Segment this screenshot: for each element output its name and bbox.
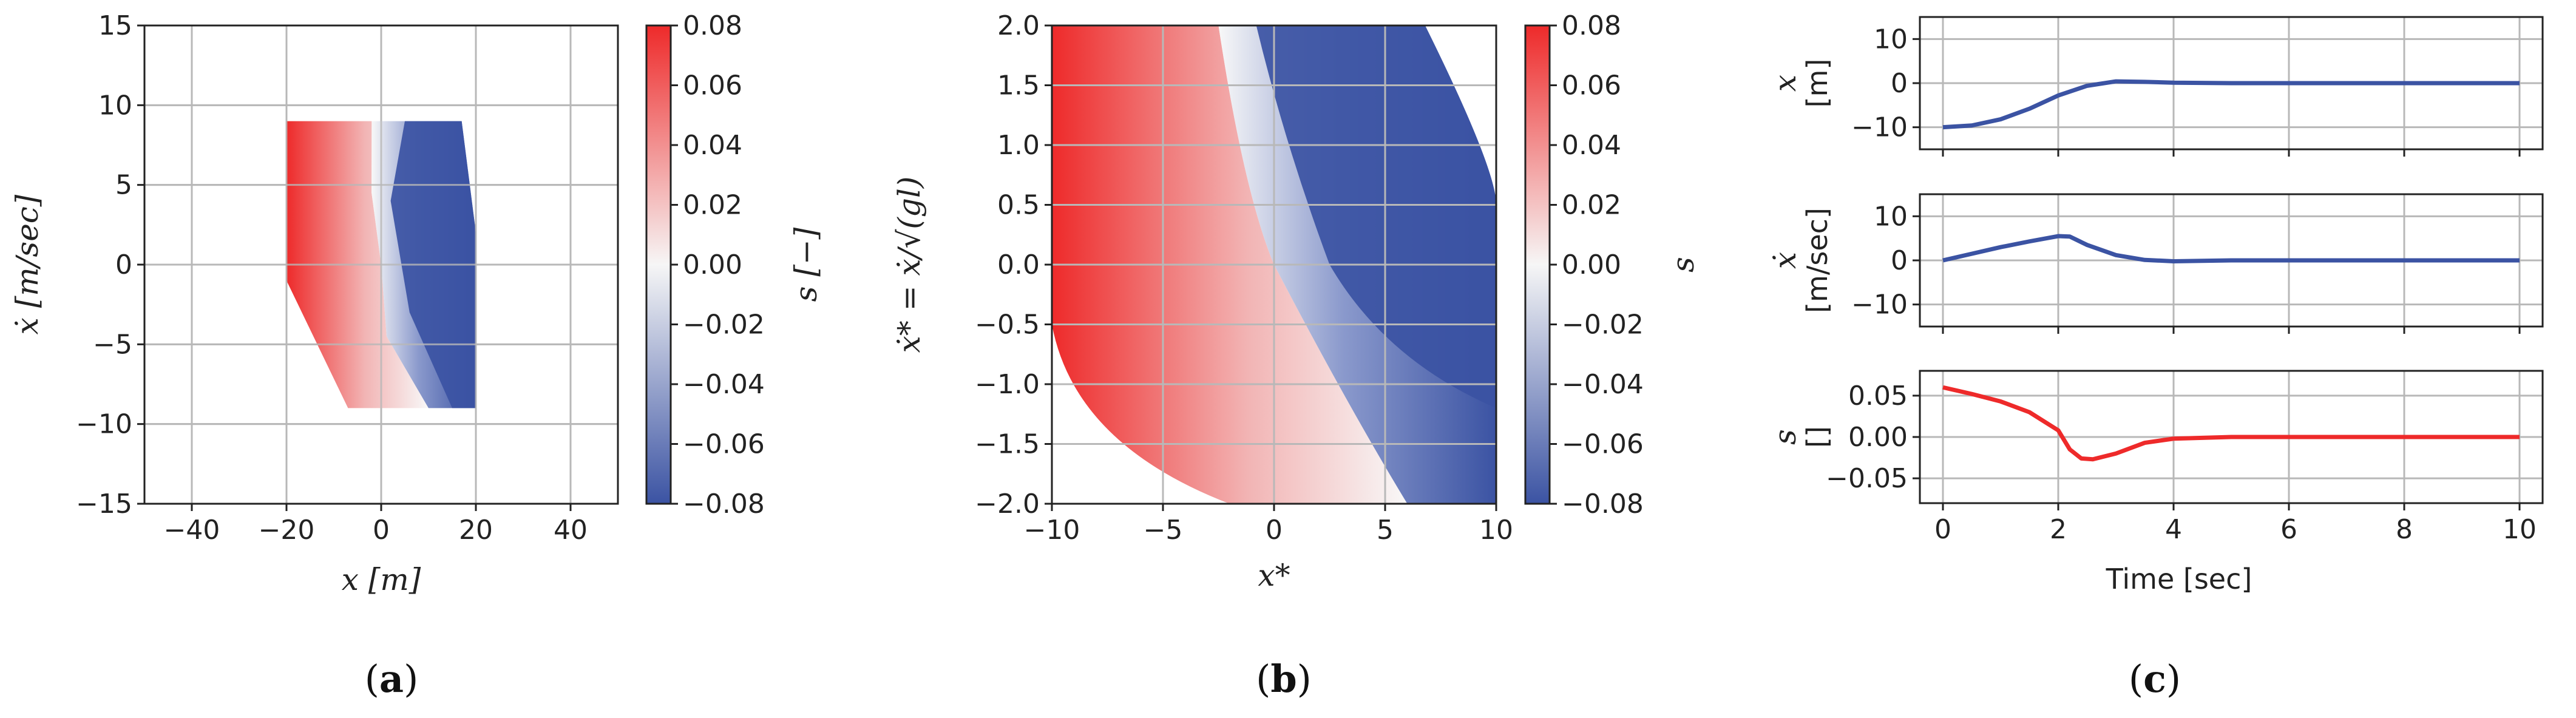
b-ytick-label: −2.0	[975, 489, 1040, 520]
b-xtick-label: −5	[1144, 515, 1183, 546]
svg-text:(c): (c)	[2129, 657, 2181, 701]
c2-ytick-label: 0.05	[1848, 381, 1908, 411]
b-colorbar-label: −0.02	[1562, 310, 1644, 340]
c2-ytick-label: −0.05	[1826, 463, 1908, 494]
panel-c-time-series: 10 0 −10 x[m] 10 0 −10 ẋ[m/sec] 0 2 4 6 8 10 0.05 0.00 −…	[1768, 16, 2544, 595]
b-colorbar-label: −0.06	[1562, 429, 1644, 460]
a-heat-region	[144, 25, 618, 504]
caption-c: (c)	[2129, 657, 2181, 701]
a-colorbar	[645, 24, 672, 505]
b-ytick-label: −0.5	[975, 310, 1040, 340]
b-xtick-label: 0	[1266, 515, 1283, 546]
c0-ytick-label: 10	[1874, 24, 1908, 55]
c-subplot-x: 10 0 −10 x[m]	[1768, 16, 2544, 157]
a-colorbar-label: 0.04	[683, 130, 742, 161]
b-xtick-label: −10	[1024, 515, 1080, 546]
c-subplot-s: 0 2 4 6 8 10 0.05 0.00 −0.05 s[]	[1768, 370, 2544, 545]
c2-ytick-label: 0.00	[1848, 422, 1908, 453]
a-colorbar-label: −0.08	[683, 489, 765, 520]
c2-xtick-label: 6	[2280, 514, 2297, 545]
b-xtick-label: 5	[1377, 515, 1394, 546]
b-colorbar-label: 0.06	[1562, 70, 1621, 101]
c-ylabel-s: s	[1768, 429, 1803, 445]
b-ytick-label: 2.0	[997, 10, 1040, 41]
b-negative-saturated	[1256, 25, 1496, 408]
a-colorbar-label: 0.06	[683, 70, 742, 101]
b-colorbar-label: −0.08	[1562, 489, 1644, 520]
a-ylabel: ẋ [m/sec]	[10, 194, 45, 334]
b-ylabel: ẋ* = ẋ/√(gl)	[892, 177, 927, 353]
a-ytick-label: 15	[98, 10, 132, 41]
a-xtick-label: −20	[259, 515, 315, 546]
svg-text:(b): (b)	[1256, 657, 1312, 701]
b-ytick-label: 1.5	[997, 70, 1040, 101]
c-ylabel-ẋ: ẋ	[1768, 252, 1803, 269]
c-series-s	[1942, 385, 2520, 462]
a-xlabel: x [m]	[342, 562, 421, 597]
b-ytick-label: −1.0	[975, 369, 1040, 400]
c-yunit-ẋ: [m/sec]	[1801, 208, 1834, 313]
a-ytick-label: 0	[115, 249, 132, 280]
a-colorbar-label: −0.04	[683, 369, 765, 400]
a-ytick-label: −15	[76, 489, 132, 520]
panel-b-normalized-heatmap: −10 −5 0 5 10 2.0 1.5 1.0 0.5 0.0 −0.5 −1.0 −1.5 −2.0…	[892, 10, 1701, 593]
c2-xtick-label: 0	[1934, 514, 1951, 545]
b-colorbar-label: 0.00	[1562, 249, 1621, 280]
c-series-ẋ	[1942, 234, 2520, 263]
a-colorbar-label: 0.02	[683, 190, 742, 221]
c-subplot-ẋ: 10 0 −10 ẋ[m/sec]	[1768, 193, 2544, 334]
b-ytick-label: 0.0	[997, 249, 1040, 280]
a-colorbar-label: −0.02	[683, 310, 765, 340]
c2-xtick-label: 2	[2050, 514, 2067, 545]
b-xtick-label: 10	[1479, 515, 1513, 546]
c2-xtick-label: 10	[2503, 514, 2537, 545]
b-heat-region	[1052, 25, 1496, 504]
c1-ytick-label: −10	[1851, 290, 1908, 320]
b-colorbar-label: −0.04	[1562, 369, 1644, 400]
b-colorbar-label: 0.04	[1562, 130, 1621, 161]
b-ytick-label: 0.5	[997, 190, 1040, 221]
b-colorbar-label: 0.08	[1562, 10, 1621, 41]
a-colorbar-label: −0.06	[683, 429, 765, 460]
c-ylabel-x: x	[1768, 75, 1803, 92]
c-yunit-x: [m]	[1801, 59, 1834, 108]
a-ytick-label: −10	[76, 409, 132, 440]
b-ytick-label: 1.0	[997, 130, 1040, 161]
a-xtick-label: 40	[554, 515, 588, 546]
caption-b: (b)	[1256, 657, 1312, 701]
b-ytick-label: −1.5	[975, 429, 1040, 460]
a-colorbar-label: 0.00	[683, 249, 742, 280]
a-xtick-label: 0	[373, 515, 390, 546]
c0-ytick-label: 0	[1891, 68, 1908, 99]
caption-a: (a)	[365, 657, 419, 701]
c2-xtick-label: 4	[2165, 514, 2182, 545]
a-xtick-label: −40	[164, 515, 220, 546]
c1-ytick-label: 10	[1874, 201, 1908, 232]
b-colorbar-title: s	[1666, 257, 1701, 273]
panel-a-phase-heatmap: −40 −20 0 20 40 15 10 5 0 −5 −10 −15 x [m] ẋ [m/sec] 0…	[10, 10, 824, 597]
c0-ytick-label: −10	[1851, 112, 1908, 143]
b-xlabel: x*	[1258, 558, 1290, 593]
c-xlabel: Time [sec]	[2106, 563, 2252, 595]
a-ytick-label: 10	[98, 90, 132, 121]
c1-ytick-label: 0	[1891, 245, 1908, 276]
a-colorbar-title: s [−]	[788, 227, 824, 302]
c-yunit-s: []	[1801, 426, 1834, 448]
c-series-x	[1942, 79, 2520, 130]
b-colorbar	[1524, 24, 1551, 505]
c2-xtick-label: 8	[2396, 514, 2413, 545]
a-ytick-label: 5	[115, 170, 132, 201]
a-colorbar-label: 0.08	[683, 10, 742, 41]
a-ytick-label: −5	[93, 329, 132, 360]
b-colorbar-label: 0.02	[1562, 190, 1621, 221]
svg-text:(a): (a)	[365, 657, 419, 701]
a-xtick-label: 20	[459, 515, 493, 546]
